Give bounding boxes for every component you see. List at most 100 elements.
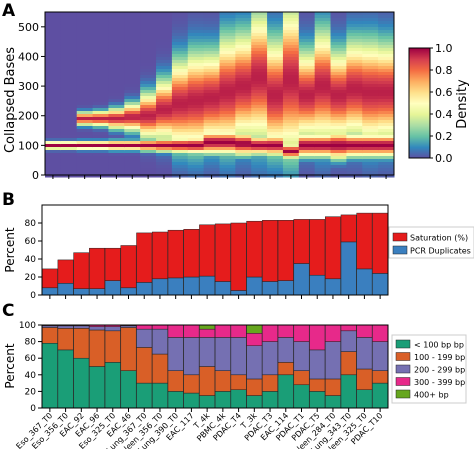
heatmap-cell <box>156 171 173 175</box>
bar-segment <box>356 324 373 338</box>
heatmap-cell <box>314 15 332 19</box>
heatmap-cell <box>171 159 189 163</box>
heatmap-cell <box>314 63 332 67</box>
colorbar-cell <box>409 102 430 104</box>
colorbar-cell <box>409 123 430 125</box>
legend-swatch <box>395 339 411 349</box>
bar-segment <box>293 219 310 264</box>
heatmap-cell <box>378 39 395 43</box>
heatmap-cell <box>76 144 94 148</box>
heatmap-cell <box>378 57 395 61</box>
colorbar-cell <box>409 72 430 74</box>
colorbar-cell <box>409 63 430 65</box>
heatmap-cell <box>314 57 332 61</box>
heatmap-cell <box>362 84 379 88</box>
heatmap-cell <box>45 78 62 82</box>
colorbar-cell <box>409 91 430 93</box>
heatmap-cell <box>187 150 205 154</box>
bar-segment <box>152 278 168 296</box>
heatmap-cell <box>140 72 157 76</box>
heatmap-cell <box>267 42 284 46</box>
bar-segment <box>372 212 389 274</box>
heatmap-cell <box>156 30 173 34</box>
heatmap-cell <box>171 105 189 109</box>
bar-segment <box>167 370 184 392</box>
heatmap-cell <box>156 159 173 163</box>
heatmap-cell <box>251 99 268 103</box>
heatmap-cell <box>298 117 316 121</box>
heatmap-cell <box>235 27 252 31</box>
legend-label: < 100 bp bp <box>414 341 464 350</box>
heatmap-cell <box>156 102 173 106</box>
heatmap-cell <box>362 72 379 76</box>
heatmap-cell <box>45 153 62 157</box>
colorbar-cell <box>409 70 430 72</box>
heatmap-cell <box>156 129 173 133</box>
heatmap-cell <box>45 24 62 28</box>
heatmap-cell <box>76 84 94 88</box>
heatmap-cell <box>314 141 332 145</box>
bar-segment <box>167 337 184 371</box>
heatmap-cell <box>45 96 62 100</box>
panel-c-frame <box>41 324 389 409</box>
heatmap-cell <box>171 111 189 115</box>
heatmap-cell <box>108 141 125 145</box>
heatmap-cell <box>203 12 220 16</box>
colorbar-cell <box>409 58 430 60</box>
colorbar-cell <box>409 143 430 145</box>
bar-segment <box>230 324 247 338</box>
bar-segment <box>167 391 184 409</box>
heatmap-cell <box>235 111 252 115</box>
heatmap-cell <box>60 102 78 106</box>
heatmap-cell <box>108 111 125 115</box>
bar-segment <box>104 362 121 409</box>
heatmap-cell <box>330 132 347 136</box>
heatmap-cell <box>203 24 220 28</box>
heatmap-cell <box>314 120 332 124</box>
heatmap-cell <box>187 117 205 121</box>
heatmap-cell <box>203 60 220 64</box>
bar-segment <box>120 245 137 289</box>
heatmap-cell <box>235 51 252 55</box>
heatmap-cell <box>330 57 347 61</box>
heatmap-cell <box>76 171 94 175</box>
heatmap-cell <box>251 147 268 151</box>
heatmap-cell <box>298 120 316 124</box>
heatmap-cell <box>76 63 94 67</box>
heatmap-cell <box>251 30 268 34</box>
heatmap-cell <box>171 66 189 70</box>
bar-segment <box>183 276 200 296</box>
heatmap-cell <box>330 162 347 166</box>
heatmap-cell <box>76 66 94 70</box>
heatmap-cell <box>124 63 141 67</box>
heatmap-cell <box>156 39 173 43</box>
heatmap-cell <box>362 81 379 85</box>
heatmap-cell <box>314 36 332 40</box>
heatmap-cell <box>235 165 252 169</box>
heatmap-cell <box>298 99 316 103</box>
heatmap-cell <box>378 165 395 169</box>
heatmap-cell <box>156 108 173 112</box>
heatmap-cell <box>330 129 347 133</box>
heatmap-cell <box>124 78 141 82</box>
colorbar-cell <box>409 80 430 82</box>
heatmap-cell <box>267 48 284 52</box>
heatmap-cell <box>124 54 141 58</box>
heatmap-cell <box>314 96 332 100</box>
heatmap-cell <box>251 45 268 49</box>
heatmap-cell <box>362 105 379 109</box>
heatmap-cell <box>267 75 284 79</box>
heatmap-cell <box>140 96 157 100</box>
bar-segment <box>262 281 278 296</box>
heatmap-cell <box>378 24 395 28</box>
colorbar-cell <box>409 84 430 86</box>
heatmap-cell <box>140 138 157 142</box>
heatmap-cell <box>171 81 189 85</box>
heatmap-cell <box>124 18 141 22</box>
heatmap-cell <box>298 144 316 148</box>
heatmap-cell <box>298 156 316 160</box>
heatmap-cell <box>171 117 189 121</box>
heatmap-cell <box>346 36 363 40</box>
heatmap-cell <box>203 21 220 25</box>
heatmap-cell <box>298 159 316 163</box>
